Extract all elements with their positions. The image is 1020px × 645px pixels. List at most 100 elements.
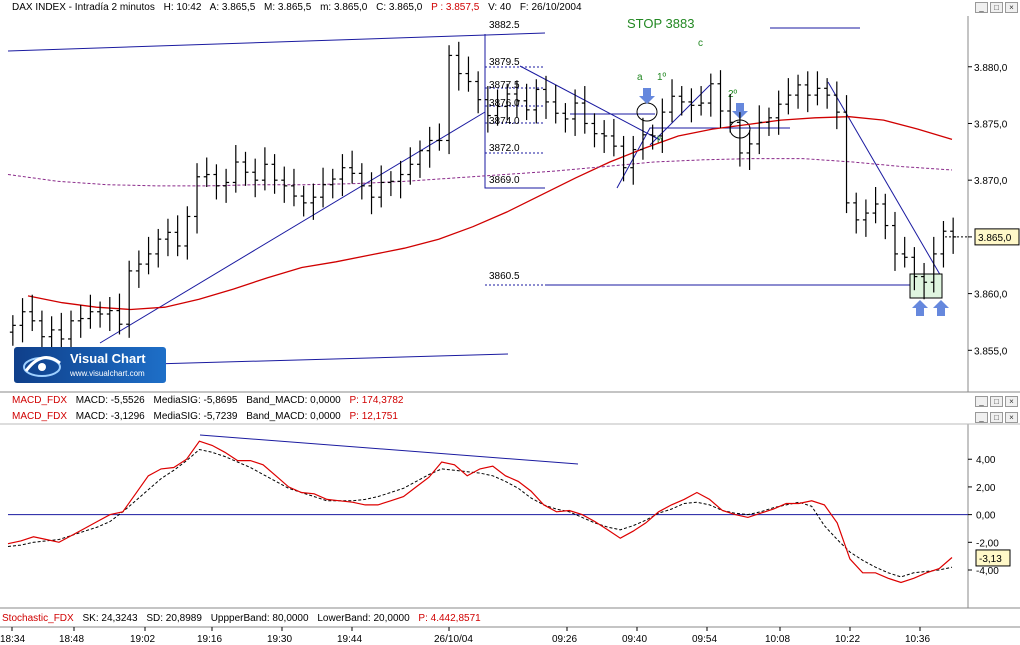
chart-annotation: 3882.5 [489, 20, 520, 31]
down-arrow-1 [639, 88, 655, 104]
macd-y-tick-label: -4,00 [976, 566, 999, 577]
chart-annotation: 1º [657, 72, 667, 83]
minimize-button[interactable]: _ [975, 396, 988, 407]
price-bar [707, 73, 714, 117]
macd-last-value-label: -3,13 [979, 554, 1002, 565]
time-tick-label: 09:40 [622, 634, 647, 645]
close-button[interactable]: × [1005, 412, 1018, 423]
price-bar [669, 79, 676, 123]
chart-annotation: 3860.5 [489, 271, 520, 282]
visual-chart-logo-icon [23, 356, 61, 377]
chart-annotation: 3876.0 [489, 98, 520, 109]
time-tick-label: 10:22 [835, 634, 860, 645]
time-tick-label: 19:02 [130, 634, 155, 645]
price-bar [320, 167, 327, 208]
price-bar [329, 168, 336, 199]
marker-circle-1 [636, 102, 658, 122]
price-bar [77, 304, 84, 338]
chart-annotation: 3872.0 [489, 143, 520, 154]
chart-annotation: c [698, 38, 703, 49]
chart-annotation: a [637, 72, 643, 83]
price-bar [843, 95, 850, 214]
chart-annotation: 2º [728, 89, 738, 100]
minimize-button[interactable]: _ [975, 412, 988, 423]
macd-name: MACD_FDX [12, 395, 68, 406]
maximize-button[interactable]: □ [990, 412, 1003, 423]
main-y-tick-label: 3.855,0 [974, 346, 1008, 357]
macd-y-tick-label: 2,00 [976, 483, 996, 494]
price-bar [824, 78, 831, 109]
price-bar [378, 165, 385, 208]
price-bar [213, 164, 220, 200]
price-bar [698, 86, 705, 116]
time-tick-label: 10:36 [905, 634, 930, 645]
time-tick-label: 10:08 [765, 634, 790, 645]
price-bar [38, 310, 45, 351]
price-bar [252, 158, 259, 198]
price-bar [68, 310, 75, 353]
time-tick-label: 26/10/04 [434, 634, 473, 645]
close-button[interactable]: × [1005, 2, 1018, 13]
macd-y-tick-label: 0,00 [976, 511, 996, 522]
macd2-name: MACD_FDX [12, 411, 68, 422]
price-bar [630, 135, 637, 185]
price-bar [271, 154, 278, 194]
price-bar [746, 130, 753, 170]
price-bar [97, 301, 104, 328]
price-bar [135, 250, 142, 288]
price-bar [572, 89, 579, 136]
price-bar [862, 199, 869, 237]
price-bar [387, 171, 394, 197]
time-axis: 18:34 18:48 19:02 19:16 19:30 19:44 26/10/04 09… [0, 627, 930, 645]
abc-line-1 [519, 65, 661, 141]
stochastic-header: Stochastic_FDX SK: 24,3243 SD: 20,8989 U… [0, 612, 487, 626]
macd-p: P: 174,3782 [349, 395, 404, 406]
price-bar [242, 151, 249, 186]
price-bar [523, 83, 530, 121]
price-bar [349, 150, 356, 184]
price-bar [639, 117, 646, 160]
price-bar [552, 84, 559, 124]
price-bar [407, 147, 414, 185]
macd-header-2: MACD_FDX MACD: -3,1296 MediaSIG: -5,7239… [0, 410, 404, 424]
minimize-button[interactable]: _ [975, 2, 988, 13]
price-bar [446, 45, 453, 155]
macd-window-buttons-2: _ □ × [975, 412, 1018, 423]
price-bar [804, 71, 811, 113]
arrow-markers [639, 88, 949, 316]
macd-header: MACD_FDX MACD: -5,5526 MediaSIG: -5,8695… [0, 394, 409, 408]
maximize-button[interactable]: □ [990, 2, 1003, 13]
price-bar [416, 140, 423, 178]
price-bar [891, 211, 898, 271]
stoch-upper: UppperBand: 80,0000 [210, 613, 309, 624]
time-tick-label: 18:48 [59, 634, 84, 645]
price-bar [300, 185, 307, 217]
close-button[interactable]: × [1005, 396, 1018, 407]
price-bar [164, 218, 171, 257]
main-y-tick-label: 3.860,0 [974, 290, 1008, 301]
price-bar [155, 228, 162, 268]
maximize-button[interactable]: □ [990, 396, 1003, 407]
visual-chart-logo: Visual Chart www.visualchart.com [14, 347, 166, 383]
candle-layer [9, 41, 957, 354]
macd-last-value-box [975, 549, 1011, 567]
price-bar [106, 297, 113, 332]
price-bar [29, 294, 36, 332]
price-bar [223, 168, 230, 203]
annotations-layer: 3882.5 3879.5 3877.5 3876.0 3874.0 3872.0 3869… [489, 16, 738, 282]
down-arrow-2 [732, 103, 748, 119]
time-tick-label: 19:16 [197, 634, 222, 645]
time-tick-label: 18:34 [0, 634, 25, 645]
price-bar [203, 157, 210, 187]
long-moving-average-line [7, 158, 953, 187]
logo-url: www.visualchart.com [70, 369, 145, 378]
price-bar [465, 56, 472, 92]
time-tick-label: 09:54 [692, 634, 717, 645]
main-chart-header: DAX INDEX - Intradía 2 minutos H: 10:42 … [0, 1, 588, 15]
stoch-sk: SK: 24,3243 [82, 613, 138, 624]
macd-layer [7, 440, 968, 584]
price-bar [659, 98, 666, 153]
price-bar [795, 74, 802, 109]
price-bar [484, 86, 491, 133]
macd-y-tick-label: -2,00 [976, 538, 999, 549]
